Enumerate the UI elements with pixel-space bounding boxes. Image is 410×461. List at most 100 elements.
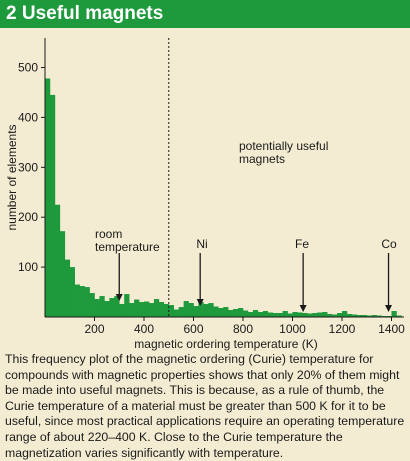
histogram-bar <box>238 308 244 317</box>
x-tick-label: 1200 <box>329 322 356 336</box>
annotation-label: room <box>95 227 122 241</box>
histogram-bar <box>396 315 402 317</box>
histogram-bar <box>366 315 372 317</box>
y-axis-ticks: 100 200 300 400 500 <box>18 61 45 274</box>
histogram-bar <box>267 312 273 317</box>
x-tick-label: 600 <box>183 322 203 336</box>
histogram-bar <box>327 314 333 317</box>
histogram-bar <box>64 259 71 317</box>
histogram-bar <box>99 296 105 317</box>
histogram-bar <box>104 301 110 317</box>
histogram-bar <box>282 311 288 317</box>
histogram-bar <box>54 204 61 317</box>
annotation: Fe <box>295 237 309 313</box>
histogram-bar <box>272 313 278 317</box>
histogram-bar <box>322 312 328 317</box>
histogram-bar <box>49 94 56 317</box>
annotation: Co <box>381 237 397 313</box>
histogram-bar <box>193 306 199 317</box>
histogram-bar <box>129 303 135 317</box>
histogram-bar <box>59 231 66 317</box>
figure-title: 2 Useful magnets <box>6 3 164 24</box>
histogram-bar <box>89 293 95 317</box>
histogram-bar <box>351 314 358 317</box>
histogram-bar <box>148 303 155 317</box>
annotation-arrow-head <box>385 305 393 313</box>
histogram-bar <box>139 302 145 317</box>
annotation-arrow-head <box>196 299 204 307</box>
histogram-bar <box>119 304 125 317</box>
histogram-bar <box>153 299 160 317</box>
annotation-label: temperature <box>95 240 160 254</box>
histogram-bar <box>203 304 209 317</box>
histogram-bar <box>178 307 184 317</box>
histogram-bar <box>297 312 303 317</box>
histogram-bar <box>243 310 249 317</box>
histogram-bar <box>74 284 80 317</box>
histogram-chart: 100 200 300 400 500 200 400 600 800 1000 1200 1400… <box>5 38 405 351</box>
histogram-bar <box>332 314 338 317</box>
histogram-bar <box>168 305 174 317</box>
x-axis-ticks: 200 400 600 800 1000 1200 1400 <box>84 317 405 336</box>
histogram-bar <box>79 286 85 317</box>
histogram-bar <box>45 78 51 317</box>
histogram-bar <box>247 312 254 317</box>
histogram-bar <box>262 311 269 317</box>
histogram-bar <box>114 296 120 317</box>
annotation-label: Co <box>381 237 397 251</box>
figure-header: 2 Useful magnets <box>0 0 410 28</box>
histogram-bar <box>109 298 115 317</box>
histogram-bar <box>134 299 140 317</box>
x-tick-label: 800 <box>233 322 253 336</box>
histogram-bar <box>213 306 219 317</box>
histogram-bar <box>158 302 165 317</box>
histogram-bar <box>233 309 239 317</box>
histogram-bar <box>257 312 264 317</box>
annotation-label: magnets <box>239 152 285 166</box>
figure-caption: This frequency plot of the magnetic orde… <box>5 352 405 460</box>
annotation-arrow-head <box>115 294 123 302</box>
histogram-bar <box>277 313 283 317</box>
annotation: Ni <box>196 237 208 307</box>
histogram-bar <box>376 315 382 317</box>
annotation-label: Fe <box>295 237 309 251</box>
histogram-bar <box>356 315 363 317</box>
y-axis-label: number of elements <box>5 124 19 230</box>
x-axis-label: magnetic ordering temperature (K) <box>134 337 317 351</box>
y-tick-label: 400 <box>18 110 38 124</box>
y-tick-label: 200 <box>18 210 38 224</box>
histogram-bar <box>198 302 204 317</box>
histogram-bar <box>302 313 308 317</box>
annotation-arrow-head <box>299 305 307 313</box>
histogram-bar <box>228 310 234 317</box>
histogram-bars <box>45 78 402 317</box>
x-tick-label: 200 <box>84 322 104 336</box>
histogram-bar <box>371 315 377 317</box>
histogram-bar <box>163 304 170 317</box>
histogram-bar <box>391 311 397 317</box>
histogram-bar <box>218 308 224 317</box>
y-tick-label: 300 <box>18 160 38 174</box>
histogram-bar <box>183 301 189 317</box>
histogram-bar <box>223 307 229 317</box>
annotation-label: Ni <box>196 237 207 251</box>
histogram-bar <box>84 287 90 317</box>
histogram-bar <box>252 310 259 317</box>
histogram-bar <box>188 303 194 317</box>
histogram-bar <box>292 312 298 317</box>
histogram-bar <box>346 314 353 317</box>
histogram-bar <box>317 312 323 317</box>
histogram-bar <box>287 313 293 317</box>
annotation-label: potentially useful <box>239 139 328 153</box>
histogram-bar <box>361 315 368 317</box>
histogram-bar <box>94 299 100 317</box>
histogram-bar <box>307 313 313 317</box>
histogram-bar <box>312 313 318 317</box>
x-tick-label: 1400 <box>378 322 405 336</box>
y-tick-label: 100 <box>18 260 38 274</box>
histogram-bar <box>173 309 179 317</box>
histogram-bar <box>342 311 348 317</box>
